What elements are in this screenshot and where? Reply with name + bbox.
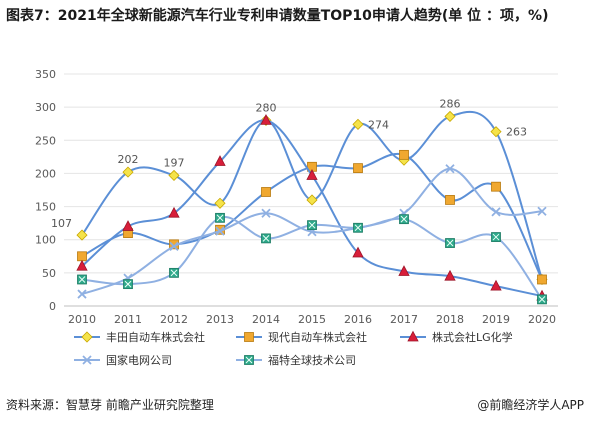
data-point [490,279,502,291]
data-point [353,163,363,174]
legend-item: 丰田自动车株式会社 [74,330,205,344]
page-title: 图表7：2021年全球新能源汽车行业专利申请数量TOP10申请人趋势(单 位 ：… [6,8,549,24]
data-point [306,169,318,180]
data-point [491,181,501,192]
x-tick-label: 2020 [528,313,556,326]
x-tick-label: 2015 [298,313,326,326]
y-tick-label: 250 [35,134,56,147]
series-line [81,119,543,298]
source-note: 资料来源：智慧芽 前瞻产业研究院整理 [6,398,214,412]
data-point [490,126,502,138]
data-point [122,166,134,178]
legend-item: 福特全球技术公司 [236,353,356,367]
data-point [445,164,455,174]
data-point [491,232,501,242]
data-label: 274 [368,118,389,131]
data-point [169,241,179,251]
legend-label: 株式会社LG化学 [432,330,513,344]
data-point [307,220,317,231]
legend-label: 现代自动车株式会社 [268,330,367,344]
data-point [122,220,134,231]
data-point [353,222,363,233]
data-point [261,187,271,197]
data-point [261,208,271,218]
data-label: 280 [256,101,277,114]
data-point [76,229,88,241]
legend-item: 株式会社LG化学 [400,330,513,344]
x-tick-label: 2018 [436,313,464,326]
series-4 [77,212,547,305]
y-tick-label: 150 [35,201,56,214]
x-tick-label: 2017 [390,313,418,326]
x-tick-label: 2012 [160,313,188,326]
data-point [77,251,87,262]
data-point [399,149,409,160]
data-label: 202 [118,153,139,166]
data-point [445,195,455,205]
data-point [306,194,318,206]
y-tick-label: 200 [35,167,56,180]
legend-label: 国家电网公司 [106,353,172,367]
series-line [81,152,543,280]
x-tick-label: 2016 [344,313,372,326]
data-label: 263 [506,126,527,139]
data-point [76,259,88,271]
x-tick-label: 2011 [114,313,142,326]
legend-item: 现代自动车株式会社 [236,330,367,344]
data-point [399,214,409,225]
legend-label: 丰田自动车株式会社 [106,330,205,344]
data-point [123,279,133,290]
y-tick-label: 100 [35,234,56,247]
y-tick-label: 0 [49,300,56,313]
data-point [168,206,180,218]
data-label: 286 [440,97,461,110]
chart: 0 50 100 150 200 250 300 350 2010 2011 2012 2013 201… [4,54,588,384]
data-point [352,118,364,130]
data-point [77,274,87,285]
data-point [537,294,547,305]
legend-label: 福特全球技术公司 [268,353,356,367]
data-point [260,114,272,125]
data-point [352,246,364,258]
series-0: 107 202 197 280 274 286 263 [51,97,548,286]
x-tick-label: 2013 [206,313,234,326]
data-point [445,238,455,248]
y-tick-label: 300 [35,101,56,114]
series-3 [77,164,547,299]
x-tick-label: 2014 [252,313,280,326]
brand-credit: @前瞻经济学人APP [477,398,584,412]
data-point [215,212,225,223]
data-point [261,233,271,244]
y-tick-label: 50 [42,267,56,280]
legend-marker [81,331,93,343]
data-point [537,206,547,216]
data-point [491,207,501,217]
data-point [215,226,225,236]
data-label: 107 [51,217,72,230]
line-chart-svg: 0 50 100 150 200 250 300 350 2010 2011 2012 2013 201… [35,68,558,367]
legend-marker [244,332,254,342]
legend-item: 国家电网公司 [74,353,172,367]
x-tick-label: 2010 [68,313,96,326]
data-point [398,265,410,276]
data-point [444,110,456,122]
data-point [77,289,87,299]
data-label: 197 [164,156,185,169]
legend-marker [407,330,419,342]
data-point [214,197,226,209]
data-point [169,267,179,278]
series-2 [76,114,548,301]
y-tick-label: 350 [35,68,56,81]
legend-marker [244,355,254,365]
data-point [444,269,456,281]
x-tick-label: 2019 [482,313,510,326]
legend-marker [82,355,92,365]
data-point [168,169,180,181]
data-point [537,274,547,285]
data-point [214,155,226,166]
